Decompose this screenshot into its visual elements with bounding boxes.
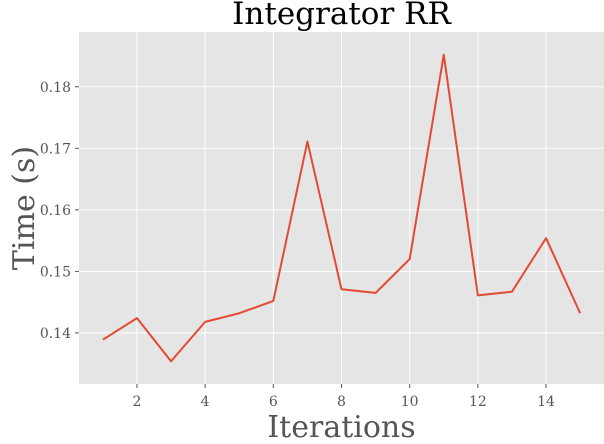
tick-labels: 2 4 6 8 10 12 14 0.14 0.15 0.16 0.17 0.18 <box>40 80 555 410</box>
series-line <box>102 53 582 363</box>
x-tick-label: 4 <box>201 394 210 410</box>
y-tick-label: 0.17 <box>40 141 71 157</box>
y-tick-label: 0.14 <box>40 326 71 342</box>
y-tick-label: 0.18 <box>40 80 71 96</box>
x-tick-label: 8 <box>337 394 346 410</box>
x-tick-label: 12 <box>469 394 487 410</box>
y-axis-label: Time (s) <box>7 146 42 270</box>
x-tick-label: 14 <box>537 394 555 410</box>
chart-title: Integrator RR <box>232 0 452 32</box>
x-tick-label: 10 <box>401 394 419 410</box>
y-tick-label: 0.16 <box>40 203 71 219</box>
series-layer <box>102 53 582 363</box>
x-axis-label: Iterations <box>267 410 415 444</box>
grid-lines <box>79 32 604 384</box>
x-tick-label: 2 <box>132 394 141 410</box>
y-tick-label: 0.15 <box>40 264 71 280</box>
x-tick-label: 6 <box>269 394 278 410</box>
